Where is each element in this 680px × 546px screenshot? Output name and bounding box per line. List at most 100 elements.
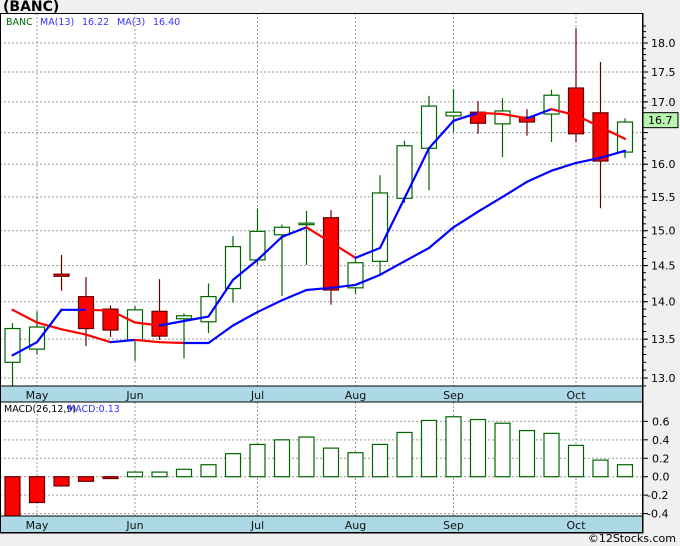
ma-segment-ma3 <box>452 111 480 122</box>
legend-ma13-label: MA(13) <box>40 17 74 28</box>
ma-segment-ma3 <box>427 119 455 150</box>
ma-segment-ma13 <box>550 161 578 172</box>
macd-bar <box>371 443 389 478</box>
ma-segment-ma13 <box>231 310 259 327</box>
ma-segment-ma13 <box>280 288 308 302</box>
candle-body <box>126 309 144 341</box>
price-tick-label: 13.0 <box>651 372 676 385</box>
ma-segment-ma3 <box>476 111 504 116</box>
month-label: Jul <box>250 519 264 532</box>
macd-bar <box>126 471 144 478</box>
price-tick-label: 16.0 <box>651 158 676 171</box>
ma-segment-ma13 <box>11 308 39 324</box>
month-label: Sep <box>443 519 464 532</box>
ma-segment-ma13 <box>109 338 137 344</box>
ma-segment-ma13 <box>403 246 431 263</box>
ma-segment-ma3 <box>11 341 39 357</box>
date-bar-main <box>0 385 644 403</box>
ma-segment-ma3 <box>84 308 112 312</box>
macd-bar <box>102 476 119 480</box>
candle-up <box>420 95 438 191</box>
ma-segment-ma13 <box>133 338 161 344</box>
ma-segment-ma3 <box>354 246 382 259</box>
price-tick-label: 17.0 <box>651 96 676 109</box>
macd-bar <box>224 453 242 478</box>
legend-ma3-label: MA(3) <box>117 17 145 28</box>
ma-segment-ma3 <box>231 258 259 281</box>
ma-segment-ma13 <box>60 328 88 336</box>
candle-up <box>371 175 389 275</box>
month-label: Jun <box>125 519 143 532</box>
macd-bar <box>469 418 487 478</box>
macd-tick-label: -0.4 <box>647 508 668 521</box>
ma-segment-ma13 <box>158 341 186 345</box>
month-label: Oct <box>566 389 586 402</box>
ma-segment-ma3 <box>109 309 137 324</box>
candle-body <box>322 217 340 291</box>
moving-averages <box>11 108 627 357</box>
macd-tick-label: -0.2 <box>647 489 668 502</box>
macd-bar <box>322 447 340 478</box>
ma-segment-ma13 <box>501 180 529 199</box>
ma-segment-ma3 <box>599 125 627 140</box>
candle-body <box>4 327 21 363</box>
candle-body <box>567 87 585 135</box>
ma-segment-ma13 <box>574 156 602 165</box>
candle-body <box>77 295 95 330</box>
month-label: Sep <box>443 389 464 402</box>
candle-body <box>200 295 217 323</box>
ma-segment-ma3 <box>329 241 357 259</box>
legend-macd-value: MACD:0.13 <box>67 404 120 415</box>
last-price-label: 16.7 <box>648 114 673 127</box>
macd-bar <box>200 464 217 478</box>
macd-bar <box>347 452 364 478</box>
macd-bar <box>273 439 291 478</box>
ma-segment-ma3 <box>378 197 406 250</box>
macd-bar <box>249 443 266 478</box>
legend-macd-label: MACD(26,12,9) <box>4 404 76 415</box>
macd-bar <box>4 476 21 517</box>
ma-segment-ma13 <box>427 226 455 250</box>
ma-segment-ma3 <box>525 108 553 120</box>
price-tick-label: 15.0 <box>651 225 676 238</box>
macd-tick-label: 0.4 <box>652 434 670 447</box>
ma-segment-ma3 <box>133 321 161 327</box>
candle-up <box>298 210 315 265</box>
ma-segment-ma3 <box>207 278 235 318</box>
macd-axis: -0.4 -0.2 0.0 0.2 0.4 0.6 <box>643 415 670 521</box>
macd-bar <box>77 476 95 482</box>
month-label: Aug <box>345 519 366 532</box>
month-label: May <box>26 519 49 532</box>
macd-bar <box>53 476 70 487</box>
candle-body <box>396 145 413 199</box>
ma-segment-ma13 <box>305 286 333 292</box>
ma-segment-ma3 <box>256 235 284 262</box>
candle-body <box>518 116 536 123</box>
date-bar-macd <box>0 515 644 534</box>
macd-bar <box>175 468 193 478</box>
candle-body <box>445 111 462 117</box>
candle-up <box>445 89 462 132</box>
candle-up <box>200 283 217 334</box>
candle-body <box>175 315 193 320</box>
price-tick-label: 14.0 <box>651 296 676 309</box>
ma-segment-ma13 <box>452 210 480 229</box>
macd-bar <box>543 432 560 478</box>
last-price-tag: 16.7 <box>642 112 679 129</box>
macd-bar <box>445 416 462 478</box>
ma-segment-ma3 <box>158 319 186 327</box>
macd-histogram <box>4 416 634 517</box>
price-tick-label: 15.5 <box>651 191 676 204</box>
legend-symbol: BANC <box>6 17 33 28</box>
ma-segment-ma3 <box>35 308 63 344</box>
candle-down <box>53 254 70 291</box>
macd-bar <box>518 430 536 478</box>
macd-bar <box>28 476 46 504</box>
ma-segment-ma3 <box>550 108 578 117</box>
candle-down <box>322 210 340 305</box>
macd-bar <box>567 444 585 478</box>
candle-body <box>273 226 291 236</box>
candle-body <box>298 222 315 226</box>
candle-down <box>77 277 95 347</box>
